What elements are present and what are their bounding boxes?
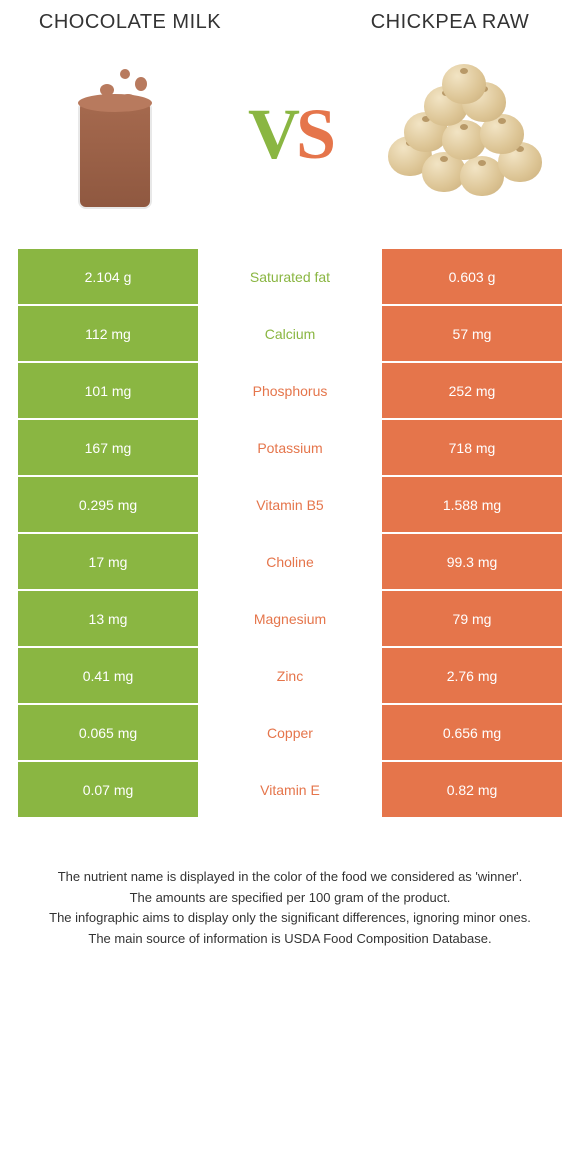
table-row: 17 mgCholine99.3 mg: [18, 534, 562, 589]
right-value-cell: 1.588 mg: [382, 477, 562, 532]
table-row: 167 mgPotassium718 mg: [18, 420, 562, 475]
footer-line: The amounts are specified per 100 gram o…: [30, 888, 550, 908]
left-value-cell: 0.41 mg: [18, 648, 198, 703]
footer-line: The main source of information is USDA F…: [30, 929, 550, 949]
nutrient-label-cell: Phosphorus: [200, 363, 380, 418]
right-value-cell: 252 mg: [382, 363, 562, 418]
right-food-title: CHICKPEA RAW: [350, 10, 550, 34]
nutrient-label-cell: Saturated fat: [200, 249, 380, 304]
table-row: 101 mgPhosphorus252 mg: [18, 363, 562, 418]
left-value-cell: 13 mg: [18, 591, 198, 646]
table-row: 0.295 mgVitamin B51.588 mg: [18, 477, 562, 532]
right-value-cell: 718 mg: [382, 420, 562, 475]
nutrient-label-cell: Magnesium: [200, 591, 380, 646]
left-value-cell: 2.104 g: [18, 249, 198, 304]
left-food-image: [30, 49, 200, 219]
nutrient-label-cell: Choline: [200, 534, 380, 589]
left-value-cell: 101 mg: [18, 363, 198, 418]
table-row: 13 mgMagnesium79 mg: [18, 591, 562, 646]
vs-label: VS: [248, 93, 332, 176]
table-row: 112 mgCalcium57 mg: [18, 306, 562, 361]
left-value-cell: 0.065 mg: [18, 705, 198, 760]
right-value-cell: 0.656 mg: [382, 705, 562, 760]
left-value-cell: 167 mg: [18, 420, 198, 475]
nutrient-label-cell: Vitamin B5: [200, 477, 380, 532]
nutrient-label-cell: Potassium: [200, 420, 380, 475]
hero-row: VS: [0, 39, 580, 249]
right-value-cell: 79 mg: [382, 591, 562, 646]
left-value-cell: 17 mg: [18, 534, 198, 589]
left-value-cell: 0.295 mg: [18, 477, 198, 532]
right-value-cell: 99.3 mg: [382, 534, 562, 589]
left-value-cell: 112 mg: [18, 306, 198, 361]
titles-row: CHOCOLATE MILK CHICKPEA RAW: [0, 0, 580, 39]
footer-notes: The nutrient name is displayed in the co…: [0, 817, 580, 969]
right-value-cell: 0.603 g: [382, 249, 562, 304]
footer-line: The infographic aims to display only the…: [30, 908, 550, 928]
left-food-title: CHOCOLATE MILK: [30, 10, 230, 34]
table-row: 0.41 mgZinc2.76 mg: [18, 648, 562, 703]
right-food-image: [380, 49, 550, 219]
table-row: 0.07 mgVitamin E0.82 mg: [18, 762, 562, 817]
nutrient-label-cell: Zinc: [200, 648, 380, 703]
right-value-cell: 2.76 mg: [382, 648, 562, 703]
right-value-cell: 0.82 mg: [382, 762, 562, 817]
left-value-cell: 0.07 mg: [18, 762, 198, 817]
nutrient-label-cell: Vitamin E: [200, 762, 380, 817]
table-row: 0.065 mgCopper0.656 mg: [18, 705, 562, 760]
right-value-cell: 57 mg: [382, 306, 562, 361]
table-row: 2.104 gSaturated fat0.603 g: [18, 249, 562, 304]
footer-line: The nutrient name is displayed in the co…: [30, 867, 550, 887]
nutrient-label-cell: Calcium: [200, 306, 380, 361]
nutrient-table: 2.104 gSaturated fat0.603 g112 mgCalcium…: [0, 249, 580, 817]
nutrient-label-cell: Copper: [200, 705, 380, 760]
